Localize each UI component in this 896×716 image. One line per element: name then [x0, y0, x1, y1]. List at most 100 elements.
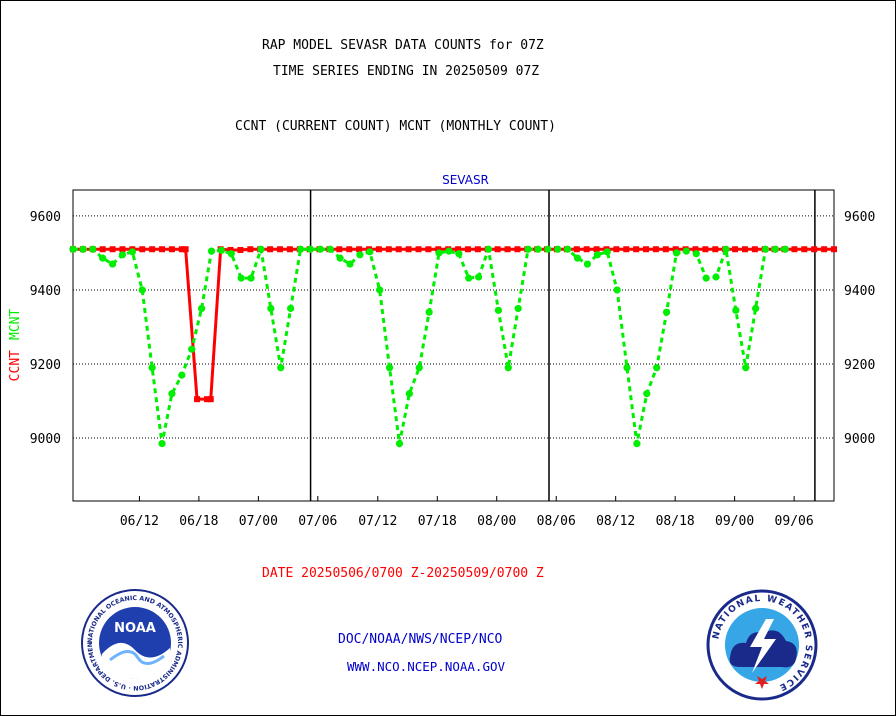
data-point-ccnt	[276, 246, 283, 253]
data-point-ccnt	[732, 246, 739, 253]
data-point-mcnt	[405, 390, 413, 398]
data-point-mcnt	[752, 304, 760, 313]
data-point-mcnt	[415, 364, 423, 372]
data-point-mcnt	[534, 245, 542, 253]
data-point-mcnt	[623, 364, 631, 372]
data-point-mcnt	[702, 274, 710, 282]
data-point-ccnt	[593, 246, 600, 253]
footer-org: DOC/NOAA/NWS/NCEP/NCO	[338, 632, 503, 647]
data-point-ccnt	[801, 246, 808, 253]
y-axis-label-part: MCNT	[8, 309, 23, 340]
x-tick-label: 09/06	[775, 514, 814, 529]
y-axis-label-part: CCNT	[8, 350, 23, 381]
data-point-mcnt	[287, 304, 295, 313]
x-tick-label: 08/00	[477, 514, 516, 529]
data-point-ccnt	[583, 246, 590, 253]
data-point-mcnt	[207, 247, 216, 255]
y-tick-label-left: 9000	[30, 432, 61, 447]
data-point-mcnt	[306, 245, 315, 253]
nws-logo: NATIONAL WEATHER SERVICE	[706, 589, 818, 701]
x-tick-label: 08/18	[656, 514, 695, 529]
data-point-mcnt	[564, 245, 572, 253]
data-point-mcnt	[653, 364, 661, 372]
data-point-ccnt	[385, 246, 392, 253]
data-point-ccnt	[811, 246, 818, 253]
data-point-mcnt	[188, 345, 196, 353]
data-point-ccnt	[751, 246, 758, 253]
data-point-mcnt	[662, 308, 671, 316]
data-point-mcnt	[138, 286, 146, 294]
x-tick-label: 07/18	[418, 514, 457, 529]
data-point-mcnt	[742, 364, 750, 372]
data-point-mcnt	[455, 250, 463, 258]
data-point-mcnt	[168, 390, 176, 398]
data-point-mcnt	[583, 260, 592, 268]
x-tick-label: 07/12	[358, 514, 397, 529]
data-point-mcnt	[771, 245, 780, 253]
data-point-mcnt	[108, 260, 117, 268]
data-point-mcnt	[524, 245, 532, 253]
date-range-label: DATE 20250506/0700 Z-20250509/0700 Z	[262, 566, 544, 581]
data-point-ccnt	[286, 246, 293, 253]
data-point-ccnt	[494, 246, 501, 253]
data-point-ccnt	[662, 246, 669, 253]
data-point-ccnt	[613, 246, 620, 253]
data-point-mcnt	[366, 248, 374, 256]
data-point-mcnt	[554, 245, 562, 253]
data-point-mcnt	[603, 248, 611, 256]
data-point-ccnt	[504, 246, 511, 253]
x-tick-label: 07/06	[298, 514, 337, 529]
data-point-mcnt	[158, 440, 166, 448]
data-point-mcnt	[682, 247, 690, 255]
y-tick-label-left: 9600	[30, 210, 61, 225]
data-point-ccnt	[203, 396, 210, 403]
data-point-mcnt	[504, 364, 512, 372]
data-point-ccnt	[99, 246, 106, 253]
data-point-ccnt	[247, 246, 254, 253]
data-point-ccnt	[652, 246, 659, 253]
data-point-mcnt	[217, 246, 225, 254]
data-point-mcnt	[118, 251, 127, 259]
data-point-mcnt	[247, 274, 255, 282]
data-point-mcnt	[79, 245, 87, 253]
data-point-mcnt	[712, 273, 720, 281]
data-point-mcnt	[573, 254, 582, 262]
data-point-ccnt	[395, 246, 402, 253]
x-tick-label: 06/12	[120, 514, 159, 529]
data-point-ccnt	[435, 246, 442, 253]
data-point-mcnt	[494, 306, 502, 314]
data-point-ccnt	[178, 246, 185, 253]
data-point-mcnt	[613, 286, 621, 294]
data-point-mcnt	[267, 304, 275, 313]
data-point-mcnt	[722, 245, 730, 253]
footer-url: WWW.NCO.NCEP.NOAA.GOV	[347, 659, 506, 674]
data-point-ccnt	[712, 246, 719, 253]
data-point-mcnt	[227, 250, 235, 258]
data-point-mcnt	[326, 245, 334, 253]
data-point-mcnt	[356, 251, 364, 259]
data-point-ccnt	[375, 246, 382, 253]
data-point-mcnt	[178, 371, 186, 379]
y-tick-label-right: 9200	[844, 358, 875, 373]
data-point-ccnt	[194, 396, 201, 403]
plot-area	[72, 189, 835, 502]
noaa-logo: NATIONAL OCEANIC AND ATMOSPHERIC ADMINIS…	[80, 588, 189, 697]
data-point-ccnt	[474, 246, 481, 253]
data-point-mcnt	[69, 245, 77, 253]
data-point-ccnt	[227, 246, 234, 253]
data-point-ccnt	[109, 246, 116, 253]
data-point-mcnt	[316, 245, 324, 253]
data-point-mcnt	[336, 254, 344, 262]
data-point-mcnt	[593, 251, 601, 259]
data-point-mcnt	[475, 273, 483, 281]
data-point-mcnt	[544, 245, 552, 253]
data-point-ccnt	[455, 246, 462, 253]
data-point-mcnt	[425, 308, 433, 316]
data-point-ccnt	[346, 246, 353, 253]
data-point-ccnt	[791, 246, 798, 253]
data-point-mcnt	[198, 304, 206, 313]
data-point-mcnt	[633, 440, 641, 448]
data-point-ccnt	[405, 246, 412, 253]
data-point-ccnt	[633, 246, 640, 253]
